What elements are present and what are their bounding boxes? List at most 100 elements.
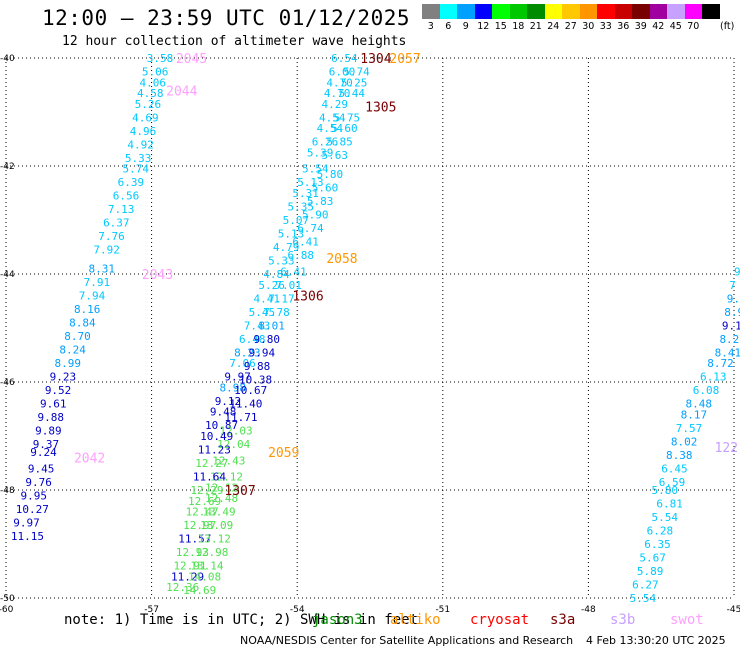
y-tick-label: -46 [0,378,15,388]
scale-bin: 6 [439,4,457,32]
data-point: 10.27 [16,503,49,516]
scale-label: 33 [599,21,612,32]
scale-bin [702,4,720,32]
data-point: 11.23 [198,444,231,457]
footer-timestamp: 4 Feb 13:30:20 UTC 2025 [586,634,726,647]
scale-swatch [527,4,545,19]
scale-label: 39 [634,21,647,32]
scale-bin: 30 [579,4,597,32]
data-point: 9.61 [40,398,66,411]
data-point: 12.36 [166,581,199,594]
data-point: 8.70 [64,330,91,343]
x-tick-label: -57 [144,605,159,615]
data-point: 4.06 [139,76,166,89]
scale-bin: 18 [509,4,527,32]
scale-label: 27 [564,21,577,32]
y-tick-label: -40 [0,54,15,64]
data-point: 6.27 [632,579,659,592]
data-point: 5.54 [651,511,678,524]
data-point: 5.83 [307,195,334,208]
data-point: 5.75 [334,111,361,124]
data-point: 5.89 [637,565,664,578]
data-point: 4.79 [273,241,300,254]
data-point: 5.63 [321,149,348,162]
data-point: 8.9 [724,306,740,319]
data-point: 8.26 [719,333,740,346]
data-point: 6.45 [661,462,688,475]
data-point: 9.80 [254,333,281,346]
data-point: 9.97 [13,516,40,529]
scale-label: 3 [427,21,434,32]
data-point: 12.43 [212,454,245,467]
scale-unit: (ft) [720,21,735,32]
data-point: 5.60 [312,182,339,195]
scale-label: 6 [445,21,452,32]
data-point: 7.92 [93,244,120,257]
color-scale: 3 6 9 12 15 18 21 24 27 30 33 36 39 42 45 70 [422,4,720,32]
scale-label: 45 [669,21,682,32]
data-point: 12.47 [186,506,219,519]
data-point: 4.92 [127,138,154,151]
data-point: 3.58 [147,52,174,65]
data-point: 6.41 [292,236,319,249]
data-point: 11.40 [229,398,262,411]
scale-swatch [579,4,597,19]
data-point: 5.67 [639,552,666,565]
data-point: 9.88 [244,360,271,373]
page-title: 12:00 – 23:59 UTC 01/12/2025 [42,6,411,30]
data-point: 6.00 [329,66,356,79]
scale-swatch [562,4,580,19]
data-point: 4.58 [137,87,164,100]
data-point: 5.74 [122,163,149,176]
data-point: 12.93 [176,546,209,559]
data-point: 9. [727,292,740,305]
scale-label: 18 [512,21,525,32]
scale-bin: 45 [667,4,685,32]
data-point: 10.49 [200,430,233,443]
data-point: 6.48 [239,333,266,346]
data-point: 5.80 [651,484,678,497]
data-point: 7.06 [229,357,256,370]
data-point: 6.81 [656,498,683,511]
data-point: 5.06 [142,66,169,79]
data-point: 5.85 [326,136,353,149]
scale-swatch [422,4,440,19]
scale-bin: 36 [614,4,632,32]
data-point: 9.95 [21,489,47,502]
data-point: 7.91 [84,276,111,289]
data-point: 12.69 [188,495,221,508]
data-point: 9.89 [35,425,62,438]
data-point: 9.88 [38,411,64,424]
scale-bin: 15 [492,4,510,32]
data-point: 9.24 [30,446,57,459]
footer-credit: NOAA/NESDIS Center for Satellite Applica… [240,634,574,647]
data-point: 5.45 [249,306,276,319]
data-point: 6.74 [297,222,324,235]
scale-label: 9 [462,21,469,32]
data-point: 6.39 [118,176,145,189]
legend-item-jason3: jason3 [312,612,363,628]
data-point: 6.56 [113,190,140,203]
data-point: 5.13 [297,176,324,189]
data-point: 5.33 [268,255,295,268]
data-point: 5.90 [302,209,329,222]
data-point: 10.67 [234,384,267,397]
scale-swatch [614,4,632,19]
data-point: 7.78 [263,306,290,319]
data-point: 5.33 [125,152,152,165]
data-point: 4.29 [321,98,348,111]
data-point: 9 [734,265,740,278]
data-point: 5.39 [307,147,334,160]
data-point: 13.49 [203,506,236,519]
scale-label: 70 [687,21,700,32]
data-point: 7 [729,279,736,292]
data-point: 8.24 [59,344,86,357]
scale-label: 15 [494,21,507,32]
data-point: 8.16 [74,303,101,316]
scale-swatch [684,4,702,19]
scale-swatch [439,4,457,19]
scale-label: 24 [547,21,560,32]
y-tick-label: -44 [0,270,15,280]
data-point: 13.12 [198,533,231,546]
x-tick-label: -54 [290,605,305,615]
